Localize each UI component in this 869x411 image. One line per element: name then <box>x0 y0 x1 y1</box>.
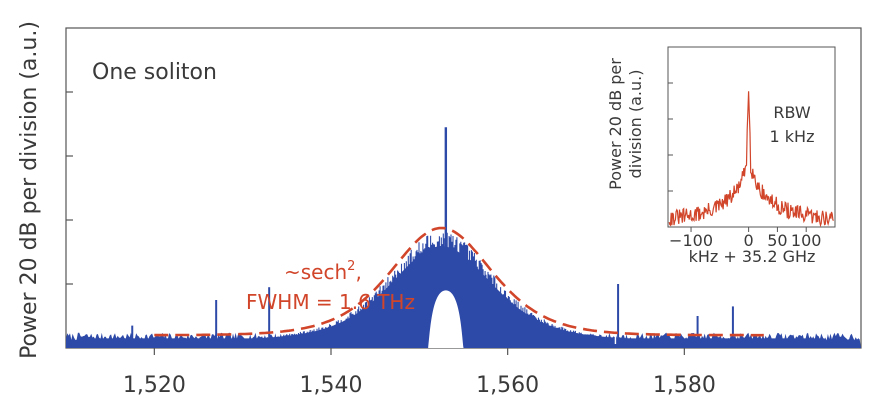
sech-fit-label: ~sech2, <box>284 259 362 284</box>
rbw-label: RBW <box>773 103 811 122</box>
main-x-tick-label: 1,580 <box>653 373 716 398</box>
fwhm-label: FWHM = 1.6 THz <box>246 290 415 314</box>
one-soliton-label: One soliton <box>92 60 217 85</box>
beatnote-trace <box>668 91 834 228</box>
sech-fit-exponent: 2 <box>347 259 355 274</box>
main-x-tick-label: 1,520 <box>123 373 186 398</box>
main-x-tick-label: 1,560 <box>476 373 539 398</box>
inset-x-tick-label: 100 <box>791 231 822 250</box>
inset-x-tick-label: 0 <box>744 231 754 250</box>
sech-fit-text: ~sech <box>284 260 347 284</box>
inset-x-tick-label: −100 <box>669 231 713 250</box>
main-axes: 1,520 1,540 1,560 1,580 <box>66 91 716 398</box>
inset-data-layer <box>668 91 834 228</box>
inset-x-axis-label: kHz + 35.2 GHz <box>689 247 816 266</box>
sech2-fit-curve <box>154 226 764 337</box>
inset-y-axis-label-line2: division (a.u.) <box>626 70 645 179</box>
inset-x-tick-label: 50 <box>767 231 787 250</box>
main-data-layer <box>66 127 861 348</box>
main-x-tick-label: 1,540 <box>300 373 363 398</box>
main-y-axis-label: Power 20 dB per division (a.u.) <box>17 21 42 359</box>
main-chart: 1,520 1,540 1,560 1,580 Power 20 dB per div… <box>17 21 862 398</box>
spectrum-envelope-fill <box>92 246 826 348</box>
inset-y-axis-label-line1: Power 20 dB per <box>606 58 625 190</box>
rbw-value-label: 1 kHz <box>770 127 815 146</box>
inset-chart: −100 0 50 100 Power 20 dB per division (a.u… <box>606 44 840 266</box>
inset-background <box>662 44 840 236</box>
inset-plot-frame <box>667 46 836 228</box>
sech-fit-comma: , <box>355 260 361 284</box>
filtered-pump-notch <box>428 290 464 348</box>
inset-axes: −100 0 50 100 <box>668 82 822 250</box>
